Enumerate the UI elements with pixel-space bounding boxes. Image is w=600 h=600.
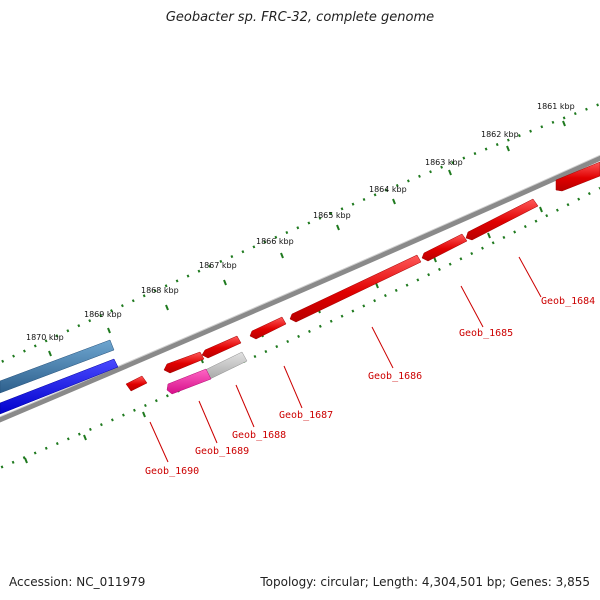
leader-geob-1689 [198,400,218,444]
gene-arrow-geob-1688 [201,335,242,359]
kbp-label: 1870 kbp [26,333,64,342]
major-tick [448,169,452,176]
kbp-label: 1869 kbp [84,310,122,319]
major-tick [375,282,379,289]
major-tick [392,198,396,205]
kbp-label: 1865 kbp [313,211,351,220]
gene-arrow-geob-1685 [421,233,468,262]
leader-geob-1685 [460,285,484,328]
genome-summary-text: Topology: circular; Length: 4,304,501 bp… [260,575,590,589]
gene-label: Geob_1687 [279,410,333,421]
major-tick [562,120,566,127]
gene-arrow-geob-1686 [289,254,422,323]
leader-geob-1684 [518,256,542,298]
gene-arrow-geob-1683 [555,161,600,192]
major-tick [336,224,340,231]
gene-label: Geob_1684 [541,296,595,307]
kbp-label: 1868 kbp [141,286,179,295]
gene-arrow-geob-1689 [163,351,205,374]
major-tick [48,350,52,357]
gene-labels: Geob_1684 Geob_1685 Geob_1686 Geob_1687 … [145,296,595,477]
ruler-labels: 1861 kbp 1862 kbp 1863 kbp 1864 kbp 1865… [26,102,575,342]
major-tick [280,252,284,259]
major-tick [487,232,491,239]
leader-geob-1687 [283,365,303,409]
major-tick [107,327,111,334]
map-title: Geobacter sp. FRC-32, complete genome [165,10,435,25]
kbp-label: 1863 kbp [425,158,463,167]
major-tick [24,457,28,464]
kbp-label: 1862 kbp [481,130,519,139]
major-tick [506,145,510,152]
gene-label: Geob_1688 [232,430,286,441]
gene-label: Geob_1686 [368,371,422,382]
major-tick [83,434,87,441]
forward-genes [0,161,600,394]
gene-label: Geob_1689 [195,446,249,457]
kbp-label: 1866 kbp [256,237,294,246]
major-tick [165,304,169,311]
leader-geob-1686 [371,326,394,369]
kbp-label: 1864 kbp [369,185,407,194]
genome-backbone [0,155,600,423]
leader-geob-1690 [149,421,169,463]
genome-backbone-highlight [0,154,600,418]
gene-label: Geob_1690 [145,466,199,477]
gene-arrow-geob-1684 [465,198,539,241]
label-leaders [149,256,542,463]
gene-arrow-blue [0,358,119,415]
reverse-genes [0,351,248,415]
gene-arrow-steel [0,339,115,394]
major-tick [539,206,543,213]
accession-text: Accession: NC_011979 [9,575,146,589]
kbp-label: 1861 kbp [537,102,575,111]
major-tick [142,411,146,418]
gene-arrow-geob-1690 [125,375,148,392]
gene-arrow-geob-1687 [249,316,287,340]
kbp-label: 1867 kbp [199,261,237,270]
gene-arrow-magenta [166,368,212,395]
gene-label: Geob_1685 [459,328,513,339]
leader-geob-1688 [235,384,255,428]
major-tick [223,279,227,286]
